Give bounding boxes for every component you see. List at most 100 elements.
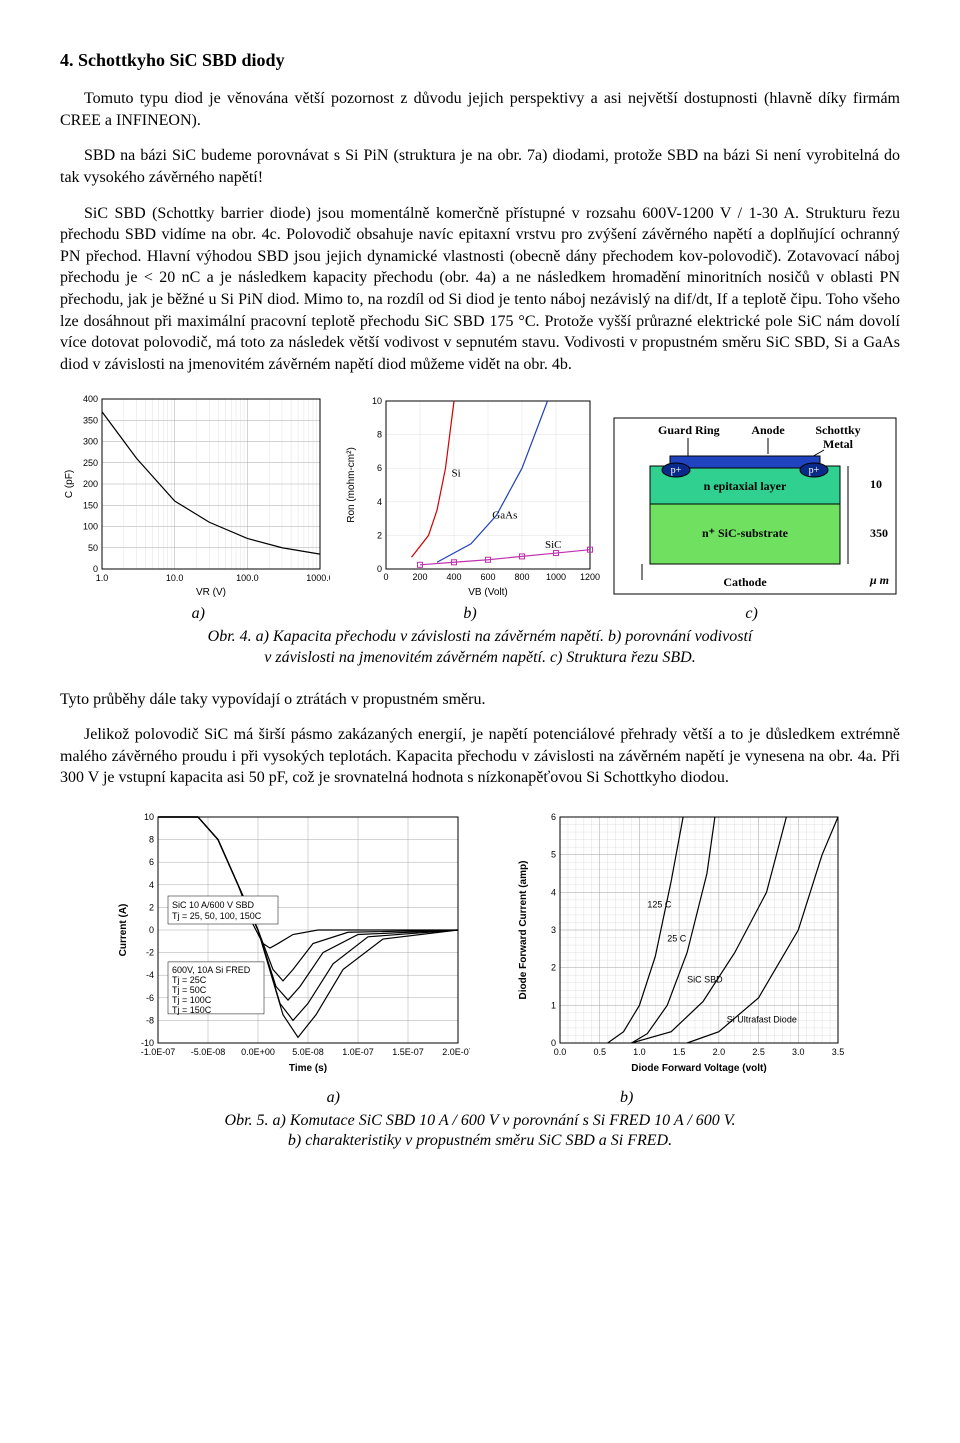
svg-text:Time (s): Time (s) <box>289 1063 327 1074</box>
svg-text:350: 350 <box>83 416 98 426</box>
caption-line: v závislosti na jmenovitém závěrném napě… <box>264 649 695 666</box>
paragraph: SBD na bázi SiC budeme porovnávat s Si P… <box>60 145 900 188</box>
figure-5b: 0.00.51.01.52.02.53.03.50123456125 C25 C… <box>510 803 850 1083</box>
svg-text:2: 2 <box>377 531 382 541</box>
svg-text:Diode Forward Voltage (volt): Diode Forward Voltage (volt) <box>631 1063 766 1074</box>
svg-text:Guard Ring: Guard Ring <box>658 423 720 437</box>
section-heading: 4. Schottkyho SiC SBD diody <box>60 48 900 72</box>
svg-text:10.0: 10.0 <box>166 573 184 583</box>
svg-text:Si: Si <box>452 468 461 480</box>
svg-text:0: 0 <box>149 925 154 935</box>
svg-text:1000: 1000 <box>546 572 566 582</box>
svg-text:p+: p+ <box>809 465 820 476</box>
svg-text:0: 0 <box>383 572 388 582</box>
svg-text:-2: -2 <box>146 948 154 958</box>
svg-text:3.5: 3.5 <box>832 1047 845 1057</box>
figure-4a: 0501001502002503003504001.010.0100.01000… <box>60 389 330 599</box>
caption-line: Obr. 5. a) Komutace SiC SBD 10 A / 600 V… <box>225 1112 736 1129</box>
svg-text:0: 0 <box>551 1038 556 1048</box>
svg-text:0.0: 0.0 <box>554 1047 567 1057</box>
figure-5-sublabels: a) b) <box>60 1087 900 1109</box>
svg-text:400: 400 <box>83 394 98 404</box>
svg-text:Si Ultrafast Diode: Si Ultrafast Diode <box>727 1014 797 1024</box>
svg-text:2.0: 2.0 <box>713 1047 726 1057</box>
figure-5a: -10-8-6-4-20246810-1.0E-07-5.0E-080.0E+0… <box>110 803 470 1083</box>
svg-text:Tj = 150C: Tj = 150C <box>172 1005 212 1015</box>
svg-text:1.5: 1.5 <box>673 1047 686 1057</box>
svg-text:4: 4 <box>377 497 382 507</box>
svg-text:SiC 10 A/600 V SBD: SiC 10 A/600 V SBD <box>172 900 255 910</box>
svg-text:SiC SBD: SiC SBD <box>687 975 723 985</box>
sublabel-a: a) <box>63 603 333 625</box>
svg-text:Current (A): Current (A) <box>118 904 129 957</box>
svg-text:600V, 10A Si FRED: 600V, 10A Si FRED <box>172 965 251 975</box>
chart-5b: 0.00.51.01.52.02.53.03.50123456125 C25 C… <box>510 803 850 1083</box>
svg-text:SiC: SiC <box>545 539 562 551</box>
svg-text:4: 4 <box>149 880 154 890</box>
svg-text:350: 350 <box>870 526 888 540</box>
svg-text:1: 1 <box>551 1000 556 1010</box>
svg-text:Schottky: Schottky <box>815 423 860 437</box>
sublabel-a: a) <box>327 1087 340 1109</box>
svg-text:200: 200 <box>412 572 427 582</box>
svg-text:800: 800 <box>514 572 529 582</box>
svg-text:Tj = 100C: Tj = 100C <box>172 995 212 1005</box>
svg-text:8: 8 <box>377 430 382 440</box>
svg-text:10: 10 <box>372 396 382 406</box>
svg-text:p+: p+ <box>671 465 682 476</box>
svg-text:6: 6 <box>377 464 382 474</box>
svg-text:1.5E-07: 1.5E-07 <box>392 1047 424 1057</box>
svg-text:100: 100 <box>83 522 98 532</box>
svg-text:4: 4 <box>551 887 556 897</box>
svg-text:0: 0 <box>377 564 382 574</box>
figure-4-sublabels: a) b) c) <box>60 603 900 625</box>
svg-text:n epitaxial layer: n epitaxial layer <box>704 479 787 493</box>
diagram-4c: Guard RingAnodeSchottkyMetalp+p+n epitax… <box>610 414 900 599</box>
caption-line: Obr. 4. a) Kapacita přechodu v závislost… <box>208 628 753 645</box>
svg-text:5.0E-08: 5.0E-08 <box>292 1047 324 1057</box>
svg-text:2: 2 <box>149 902 154 912</box>
svg-text:100.0: 100.0 <box>236 573 259 583</box>
svg-text:1200: 1200 <box>580 572 600 582</box>
svg-text:6: 6 <box>149 857 154 867</box>
svg-text:300: 300 <box>83 437 98 447</box>
svg-text:0.0E+00: 0.0E+00 <box>241 1047 275 1057</box>
svg-text:10: 10 <box>144 812 154 822</box>
paragraph: Tomuto typu diod je věnována větší pozor… <box>60 88 900 131</box>
svg-text:n⁺ SiC-substrate: n⁺ SiC-substrate <box>702 526 789 540</box>
sublabel-b: b) <box>620 1087 633 1109</box>
svg-text:50: 50 <box>88 543 98 553</box>
svg-text:-8: -8 <box>146 1015 154 1025</box>
svg-text:8: 8 <box>149 835 154 845</box>
svg-text:Tj = 50C: Tj = 50C <box>172 985 207 995</box>
svg-text:0.5: 0.5 <box>593 1047 606 1057</box>
chart-4b: 0200400600800100012000246810SiGaAsSiCVB … <box>340 389 600 599</box>
svg-text:2.5: 2.5 <box>752 1047 765 1057</box>
svg-text:1.0: 1.0 <box>633 1047 646 1057</box>
svg-text:Tj = 25C: Tj = 25C <box>172 975 207 985</box>
svg-text:Diode Forward Current (amp): Diode Forward Current (amp) <box>518 861 529 1000</box>
svg-text:400: 400 <box>446 572 461 582</box>
svg-text:Cathode: Cathode <box>723 575 767 589</box>
figure-5-row: -10-8-6-4-20246810-1.0E-07-5.0E-080.0E+0… <box>60 803 900 1083</box>
svg-text:6: 6 <box>551 812 556 822</box>
svg-text:VB (Volt): VB (Volt) <box>468 587 507 598</box>
paragraph: SiC SBD (Schottky barrier diode) jsou mo… <box>60 203 900 376</box>
svg-text:μ m: μ m <box>869 573 889 587</box>
svg-text:-4: -4 <box>146 970 154 980</box>
figure-4-row: 0501001502002503003504001.010.0100.01000… <box>60 389 900 599</box>
svg-text:-5.0E-08: -5.0E-08 <box>191 1047 226 1057</box>
paragraph: Jelikož polovodič SiC má širší pásmo zak… <box>60 724 900 789</box>
sublabel-c: c) <box>607 603 897 625</box>
svg-text:Ron (mohm-cm²): Ron (mohm-cm²) <box>346 448 357 524</box>
svg-text:Tj = 25, 50, 100, 150C: Tj = 25, 50, 100, 150C <box>172 911 262 921</box>
svg-text:10: 10 <box>870 477 882 491</box>
svg-text:2.0E-07: 2.0E-07 <box>442 1047 470 1057</box>
svg-text:VR (V): VR (V) <box>196 587 226 598</box>
figure-4-caption: Obr. 4. a) Kapacita přechodu v závislost… <box>60 627 900 669</box>
svg-text:Anode: Anode <box>751 423 785 437</box>
svg-text:C (pF): C (pF) <box>64 470 75 498</box>
figure-4c: Guard RingAnodeSchottkyMetalp+p+n epitax… <box>610 414 900 599</box>
chart-4a: 0501001502002503003504001.010.0100.01000… <box>60 389 330 599</box>
sublabel-b: b) <box>340 603 600 625</box>
